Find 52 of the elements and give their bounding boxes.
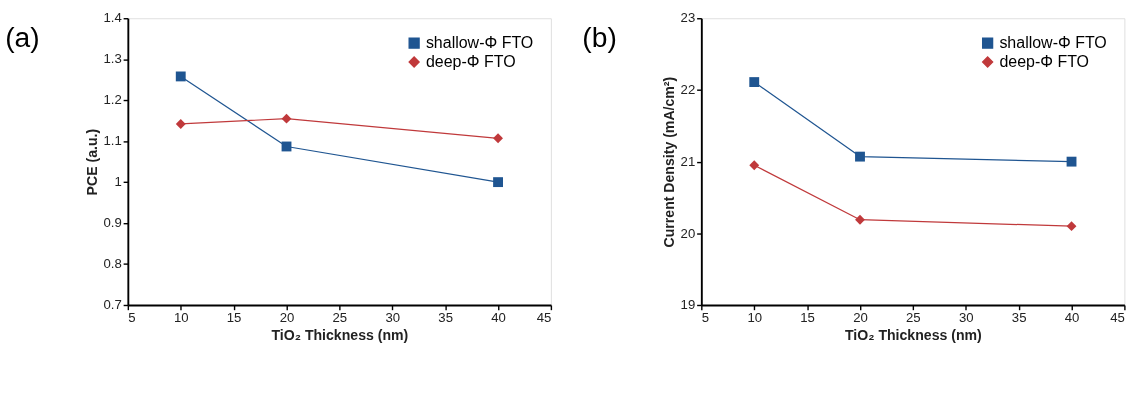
x-tick-label: 15	[800, 310, 815, 326]
x-tick-label: 20	[853, 310, 868, 326]
point	[175, 119, 186, 129]
x-tick-label: 35	[438, 310, 453, 326]
y-tick-label: 0.8	[103, 256, 122, 272]
point	[175, 71, 186, 82]
point	[493, 133, 503, 144]
y-tick-label: 1	[114, 174, 122, 190]
y-tick-label: 19	[680, 297, 696, 313]
x-tick-label: 40	[491, 310, 506, 326]
legend-label: shallow-Φ FTO	[999, 33, 1107, 51]
point	[1066, 156, 1077, 167]
y-tick-label: 1.1	[103, 133, 122, 149]
x-tick-label: 40	[1064, 310, 1080, 326]
chart-title: (b)	[582, 21, 617, 54]
x-tick-label: 25	[332, 310, 348, 326]
point	[855, 214, 865, 225]
point	[281, 113, 292, 124]
x-axis-title: TiO₂ Thickness (nm)	[271, 327, 409, 344]
x-tick-label: 15	[226, 310, 242, 326]
x-tick-label: 25	[906, 310, 921, 326]
point	[749, 77, 760, 87]
y-axis-title: PCE (a.u.)	[83, 128, 100, 196]
point	[749, 160, 760, 171]
point	[1066, 221, 1077, 232]
legend-label: shallow-Φ FTO	[425, 33, 534, 51]
x-tick-label: 5	[701, 310, 710, 326]
x-tick-label: 45	[536, 310, 552, 326]
x-axis-title: TiO₂ Thickness (nm)	[844, 327, 982, 344]
y-tick-label: 1.3	[103, 51, 122, 67]
y-axis-title: Current Density (mA/cm²)	[661, 76, 678, 248]
chart-title: (a)	[5, 21, 40, 54]
y-tick-label: 1.2	[103, 92, 122, 108]
y-tick-label: 22	[680, 82, 696, 98]
y-tick-label: 20	[680, 225, 696, 241]
point	[493, 177, 503, 188]
x-tick-label: 10	[173, 310, 189, 326]
point	[855, 151, 865, 162]
y-tick-label: 1.4	[103, 10, 122, 26]
x-tick-label: 10	[747, 310, 763, 326]
x-tick-label: 5	[128, 310, 136, 326]
y-tick-label: 21	[680, 153, 696, 169]
x-tick-label: 30	[385, 310, 401, 326]
y-tick-label: 23	[680, 10, 696, 26]
x-tick-label: 30	[958, 310, 974, 326]
y-tick-label: 0.7	[103, 297, 122, 313]
x-tick-label: 35	[1011, 310, 1027, 326]
y-tick-label: 0.9	[103, 215, 122, 231]
legend-label: deep-Φ FTO	[425, 52, 516, 70]
x-tick-label: 45	[1110, 310, 1125, 326]
legend-label: deep-Φ FTO	[999, 52, 1090, 70]
x-tick-label: 20	[279, 310, 295, 326]
